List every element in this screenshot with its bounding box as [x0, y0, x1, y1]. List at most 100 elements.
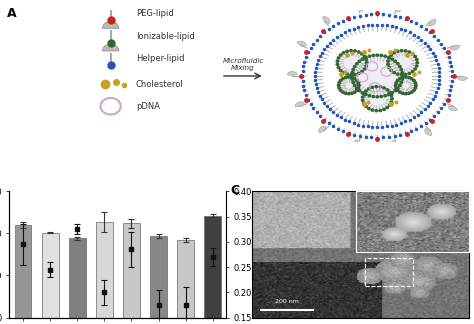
Circle shape	[368, 55, 371, 57]
Circle shape	[371, 86, 374, 88]
Circle shape	[372, 54, 374, 56]
Circle shape	[342, 72, 345, 74]
Bar	[96, 222, 113, 318]
Circle shape	[342, 52, 345, 54]
Bar	[69, 238, 86, 318]
Text: Helper-lipid: Helper-lipid	[136, 54, 184, 64]
Circle shape	[354, 91, 356, 93]
Circle shape	[354, 65, 356, 68]
Circle shape	[393, 72, 395, 74]
Circle shape	[346, 73, 348, 75]
Circle shape	[354, 84, 356, 87]
Circle shape	[401, 92, 404, 94]
Circle shape	[338, 87, 340, 89]
Circle shape	[336, 60, 339, 62]
Circle shape	[362, 96, 364, 98]
Circle shape	[386, 89, 389, 91]
Circle shape	[357, 87, 360, 89]
Circle shape	[383, 87, 385, 89]
Wedge shape	[450, 45, 459, 50]
Circle shape	[338, 82, 340, 84]
Circle shape	[414, 87, 417, 89]
Circle shape	[354, 74, 356, 75]
Circle shape	[414, 82, 417, 84]
Text: Microfluidic
Mixing: Microfluidic Mixing	[222, 58, 264, 71]
Circle shape	[401, 50, 403, 52]
Circle shape	[399, 91, 401, 93]
Circle shape	[371, 109, 374, 111]
Circle shape	[396, 89, 399, 91]
Circle shape	[399, 65, 401, 68]
Circle shape	[401, 76, 404, 78]
Circle shape	[401, 72, 403, 74]
Wedge shape	[457, 76, 467, 80]
Circle shape	[356, 87, 358, 89]
Bar	[123, 223, 140, 318]
Circle shape	[358, 90, 361, 92]
Circle shape	[413, 79, 415, 82]
Bar	[150, 236, 167, 318]
Text: 200 nm: 200 nm	[275, 299, 299, 304]
Circle shape	[380, 96, 383, 98]
Circle shape	[410, 78, 413, 80]
Circle shape	[345, 92, 347, 94]
Wedge shape	[295, 102, 304, 107]
Circle shape	[411, 53, 414, 55]
Circle shape	[290, 4, 465, 148]
Circle shape	[388, 93, 390, 96]
Circle shape	[408, 72, 410, 75]
Circle shape	[404, 74, 407, 75]
Circle shape	[368, 95, 371, 97]
Circle shape	[394, 84, 397, 87]
Circle shape	[356, 63, 358, 65]
Circle shape	[389, 91, 391, 93]
Circle shape	[352, 81, 355, 84]
Circle shape	[357, 51, 360, 53]
Bar	[365, 258, 413, 286]
Circle shape	[347, 93, 350, 95]
Wedge shape	[396, 4, 402, 12]
Circle shape	[408, 76, 410, 78]
Circle shape	[388, 56, 390, 58]
Text: A: A	[7, 7, 17, 20]
Circle shape	[416, 65, 418, 67]
Circle shape	[337, 66, 340, 69]
Circle shape	[356, 89, 358, 91]
Circle shape	[372, 96, 374, 98]
Circle shape	[416, 58, 418, 61]
Circle shape	[339, 89, 342, 91]
Circle shape	[336, 63, 339, 65]
Circle shape	[361, 71, 364, 73]
Circle shape	[365, 93, 367, 96]
Circle shape	[415, 84, 417, 87]
Circle shape	[365, 90, 367, 92]
Bar	[204, 216, 221, 318]
Circle shape	[389, 104, 391, 106]
Circle shape	[400, 68, 402, 71]
Circle shape	[357, 82, 360, 84]
Circle shape	[401, 78, 403, 80]
Circle shape	[383, 108, 385, 110]
Circle shape	[362, 99, 364, 101]
Circle shape	[365, 58, 367, 61]
Circle shape	[365, 65, 367, 67]
Circle shape	[357, 84, 360, 87]
Circle shape	[410, 91, 413, 93]
Circle shape	[386, 107, 389, 109]
Circle shape	[388, 51, 417, 75]
Circle shape	[411, 71, 414, 73]
Circle shape	[393, 52, 395, 54]
Circle shape	[387, 63, 389, 65]
Circle shape	[400, 81, 402, 84]
Circle shape	[396, 77, 416, 94]
Circle shape	[388, 66, 391, 69]
Circle shape	[388, 57, 391, 59]
Circle shape	[387, 60, 389, 62]
Circle shape	[342, 78, 344, 80]
Wedge shape	[448, 106, 458, 111]
Circle shape	[351, 75, 353, 77]
Circle shape	[354, 78, 356, 80]
Circle shape	[354, 50, 356, 52]
Circle shape	[347, 76, 350, 78]
Circle shape	[401, 75, 404, 77]
